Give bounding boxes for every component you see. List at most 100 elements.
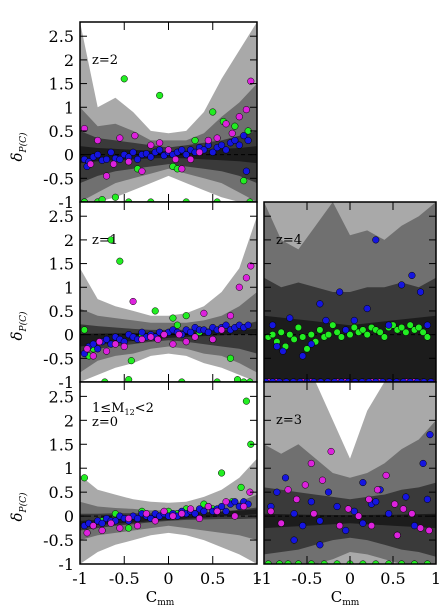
data-point-blue (324, 378, 332, 382)
y-tick-label: -0.5 (43, 169, 74, 188)
svg-text:δP(C): δP(C) (8, 492, 29, 521)
data-point-blue (420, 378, 428, 382)
panel-plot-area (264, 202, 436, 382)
y-axis-title-symbol: δ (8, 512, 26, 521)
data-point-blue (94, 151, 102, 159)
data-point-magenta (242, 274, 250, 282)
data-point-blue (156, 146, 164, 154)
data-point-magenta (164, 146, 173, 154)
data-point-magenta (218, 326, 226, 334)
data-point-magenta (231, 512, 239, 520)
data-point-blue (240, 132, 248, 140)
data-point-blue (269, 321, 277, 329)
data-point-magenta (204, 136, 212, 144)
data-point-magenta (125, 158, 133, 166)
data-point-blue (402, 493, 410, 501)
panel-label: 1≤M12<2 (92, 401, 154, 417)
data-point-green (178, 378, 186, 382)
panel-left-top: 2.5 2 1.5 1 0.5 0 -0.5 -1 z=2 (43, 21, 258, 212)
data-point-magenta (222, 120, 230, 128)
data-point-blue (307, 340, 315, 348)
data-point-blue (290, 510, 298, 518)
data-point-green (156, 91, 164, 99)
data-point-green (284, 560, 292, 564)
data-point-green (218, 469, 226, 477)
y-axis-title-subscript: P(C) (18, 132, 29, 153)
data-point-blue (296, 378, 304, 382)
data-point-magenta (408, 510, 416, 518)
data-point-magenta (293, 495, 301, 503)
band-mid (80, 83, 257, 202)
y-tick-label: 1.5 (49, 435, 74, 454)
y-tick-label: -1 (58, 373, 74, 392)
data-point-green (398, 560, 406, 564)
data-point-magenta (151, 517, 159, 525)
data-point-magenta (172, 155, 180, 163)
data-point-magenta (142, 510, 150, 518)
x-axis-title-subscript: mm (157, 598, 175, 608)
panel-label-secondary: z=0 (92, 415, 118, 430)
data-point-blue (138, 328, 146, 336)
data-point-magenta (111, 340, 119, 348)
data-point-magenta (235, 283, 243, 291)
data-point-blue (116, 155, 124, 163)
data-point-blue (372, 498, 380, 506)
data-point-blue (372, 236, 380, 244)
data-point-blue (410, 522, 419, 530)
data-point-magenta (133, 522, 142, 530)
data-point-blue (286, 314, 294, 322)
data-point-magenta (178, 510, 186, 518)
data-point-green (98, 196, 106, 202)
band-core (264, 513, 436, 529)
data-point-magenta (373, 486, 382, 494)
y-axis-title-bottom: δP(C) (8, 492, 29, 521)
data-point-magenta (95, 338, 104, 346)
data-point-magenta (187, 505, 195, 513)
data-point-blue (398, 281, 406, 289)
data-point-green (240, 378, 248, 382)
data-point-blue (316, 541, 324, 549)
y-tick-label: 2 (64, 411, 74, 430)
y-axis-title-symbol: δ (8, 331, 26, 340)
data-point-blue (365, 378, 373, 382)
data-point-green (307, 560, 315, 564)
data-point-magenta (195, 514, 204, 523)
data-point-blue (351, 378, 359, 382)
data-point-magenta (382, 471, 390, 479)
data-point-blue (385, 510, 393, 518)
data-point-blue (290, 536, 298, 544)
data-point-blue (342, 526, 350, 535)
data-point-magenta (242, 106, 250, 114)
data-point-blue (244, 321, 252, 329)
data-point-blue (107, 148, 115, 156)
y-tick-label: 0.5 (49, 483, 74, 502)
data-point-green (275, 560, 284, 564)
data-point-blue (310, 378, 318, 382)
data-point-magenta (235, 113, 243, 121)
y-tick-label: 2 (64, 231, 74, 250)
data-point-magenta (365, 495, 373, 503)
data-point-green (226, 354, 234, 362)
data-point-green (286, 331, 294, 339)
data-point-blue (358, 378, 366, 382)
data-point-green (385, 560, 393, 564)
x-tick-label: 0 (163, 569, 173, 588)
y-tick-label: 0.5 (49, 302, 74, 321)
data-point-green (423, 560, 431, 564)
data-point-green (237, 483, 245, 491)
data-point-magenta (195, 148, 204, 156)
data-point-green (410, 560, 419, 564)
data-point-blue (307, 498, 315, 506)
data-point-blue (209, 148, 217, 156)
data-point-blue (317, 378, 325, 382)
data-point-green (333, 328, 341, 336)
data-point-magenta (310, 510, 318, 518)
data-point-blue (187, 328, 195, 336)
x-tick-label: 0.5 (380, 569, 405, 588)
data-point-magenta (98, 526, 106, 535)
data-point-magenta (156, 139, 164, 147)
data-point-magenta (175, 331, 183, 339)
svg-text:δP(C): δP(C) (8, 132, 29, 161)
panel-label: z=2 (92, 53, 118, 68)
